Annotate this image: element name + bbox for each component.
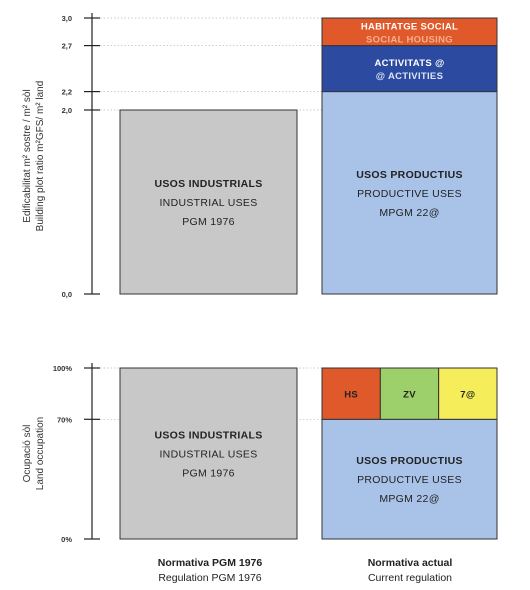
bar-1: USOS INDUSTRIALS INDUSTRIAL USES PGM 1976 (120, 110, 297, 294)
y-axis-title-line: Building plot ratio m²GFS/ m² land (35, 81, 46, 232)
y-tick-label: 3,0 (62, 14, 72, 23)
y-tick-label: 0,0 (62, 290, 72, 299)
y-tick-label: 2,7 (62, 42, 72, 51)
bar-segment-label: USOS INDUSTRIALS (154, 178, 262, 190)
bar-segment-label: MPGM 22@ (379, 207, 439, 219)
y-axis-title-line: Edificabilitat m² sostre / m² sòl (22, 89, 33, 222)
bar-segment-label: INDUSTRIAL USES (159, 197, 257, 209)
chart-panel-2: 100% 70% 0% Ocupació sòlLand occupation USOS… (22, 363, 497, 544)
y-tick-label: 70% (57, 415, 72, 424)
y-tick-label: 0% (61, 535, 72, 544)
category-label: Regulation PGM 1976 (158, 572, 261, 584)
category-label: Current regulation (368, 572, 452, 584)
top-cell-label: ZV (403, 390, 416, 401)
bar-segment-label: @ ACTIVITIES (376, 71, 443, 82)
chart-panel-1: 3,0 2,7 2,2 2,0 0,0 Edificabilitat m² sostre … (22, 13, 497, 299)
category-label: Normativa PGM 1976 (158, 557, 263, 569)
category-label: Normativa actual (368, 557, 453, 569)
y-tick-label: 100% (53, 364, 73, 373)
bar-segment-label: HABITATGE SOCIAL (361, 21, 458, 32)
bar-1: USOS INDUSTRIALS INDUSTRIAL USES PGM 1976 (120, 368, 297, 539)
bar-segment-label: PGM 1976 (182, 216, 235, 228)
bar-2: USOS PRODUCTIUS PRODUCTIVE USES MPGM 22@ AC… (322, 18, 497, 294)
category-labels: Normativa PGM 1976 Regulation PGM 1976 Nor… (158, 557, 453, 584)
bar-segment-label: PRODUCTIVE USES (357, 474, 462, 486)
bar-segment-label: INDUSTRIAL USES (159, 449, 257, 461)
bar-segment-label: USOS PRODUCTIUS (356, 455, 463, 467)
bar-segment-label: PGM 1976 (182, 468, 235, 480)
bar-segment-label: PRODUCTIVE USES (357, 188, 462, 200)
bar-segment-label: USOS INDUSTRIALS (154, 430, 262, 442)
y-axis-title-line: Land occupation (35, 417, 46, 490)
top-cell-label: 7@ (460, 390, 475, 401)
bar-segment-label: MPGM 22@ (379, 493, 439, 505)
y-axis-title-line: Ocupació sòl (22, 425, 33, 483)
y-tick-label: 2,2 (62, 88, 72, 97)
bar-segment-label: USOS PRODUCTIUS (356, 169, 463, 181)
top-cell-label: HS (344, 390, 358, 401)
bar-segment-label: SOCIAL HOUSING (366, 34, 453, 45)
y-tick-label: 2,0 (62, 106, 72, 115)
bar-segment-label: ACTIVITATS @ (374, 58, 444, 69)
bar-2: USOS PRODUCTIUS PRODUCTIVE USES MPGM 22@ HS… (322, 368, 497, 539)
